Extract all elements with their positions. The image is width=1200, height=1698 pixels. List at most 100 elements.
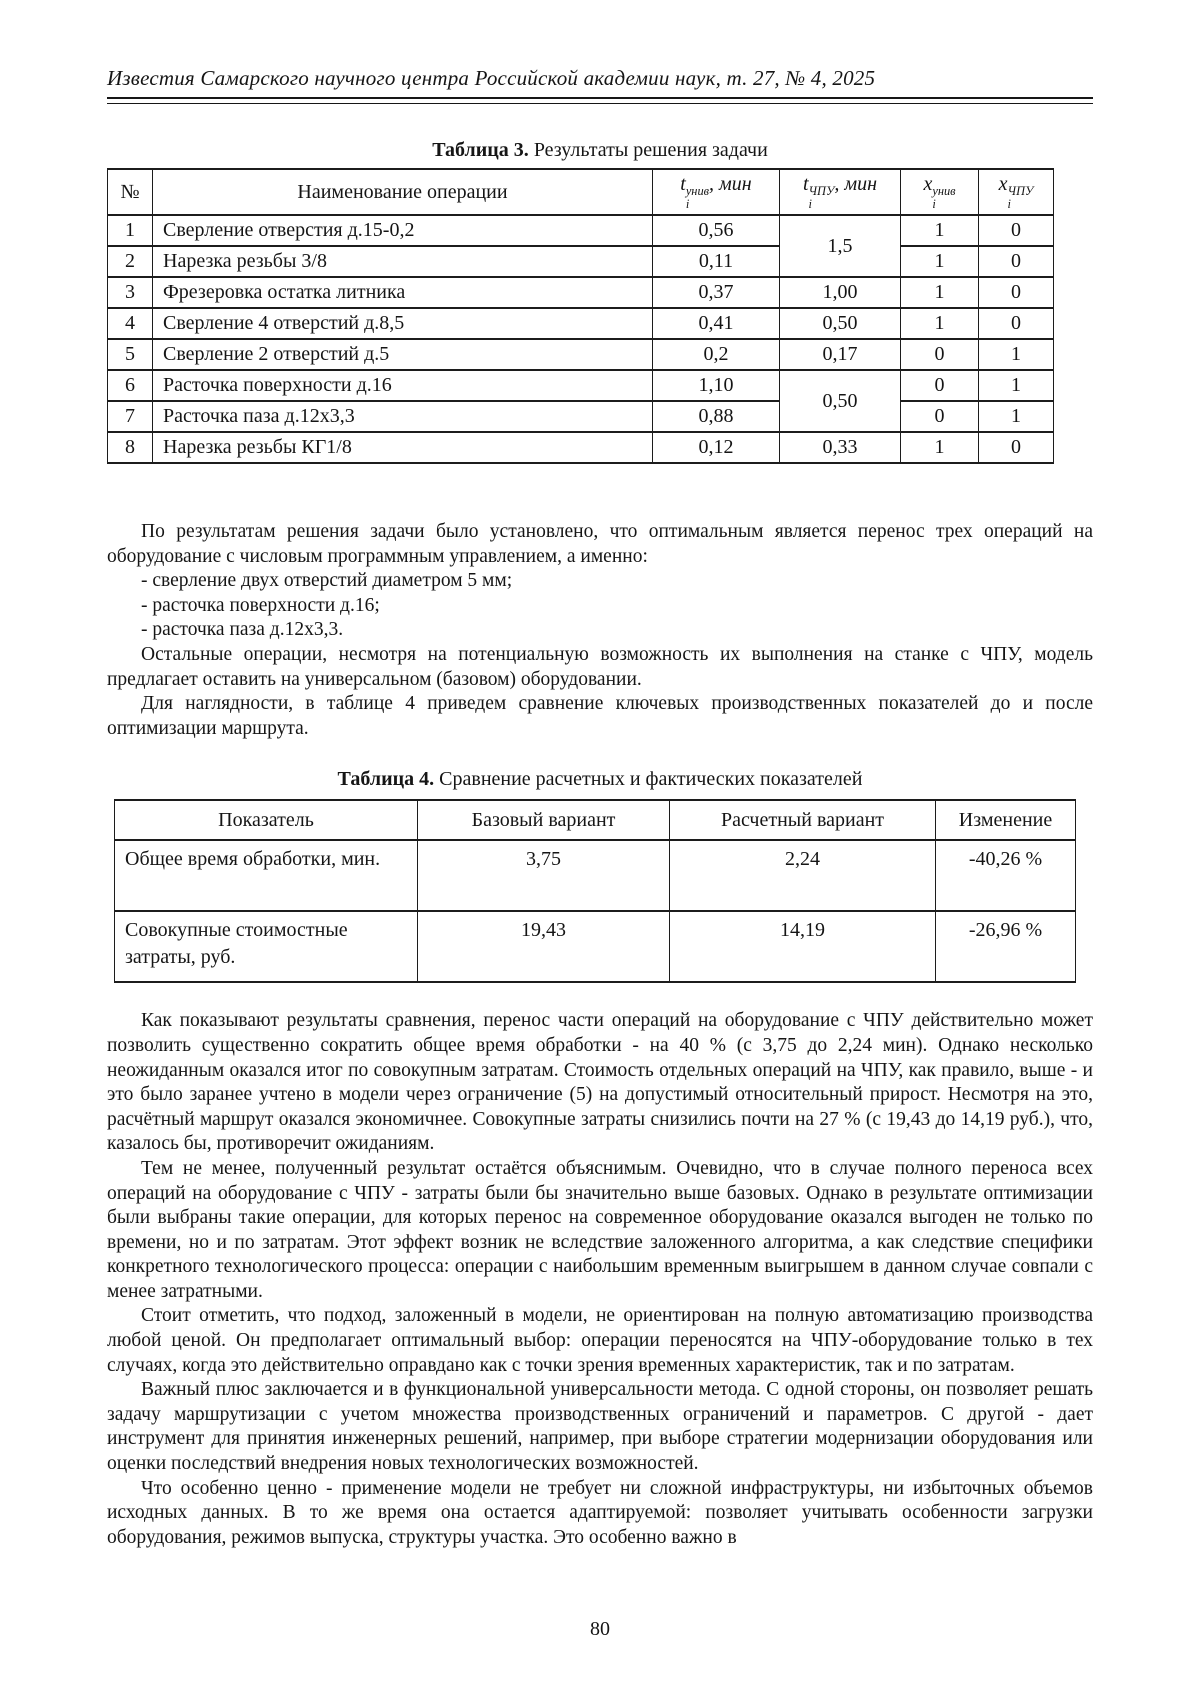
cell-x-cnc: 0: [978, 276, 1054, 309]
table4-row: Общее время обработки, мин. 3,75 2,24 -4…: [114, 839, 1076, 913]
paragraph: Для наглядности, в таблице 4 приведем ср…: [107, 693, 1093, 739]
page-number: 80: [590, 1618, 610, 1640]
cell-num: 7: [107, 400, 153, 433]
table3-col-t-univ: t унив i, мин: [652, 168, 780, 216]
cell-change: -40,26 %: [935, 839, 1076, 913]
cell-operation: Сверление 2 отверстий д.5: [152, 338, 653, 371]
table3-row: 4 Сверление 4 отверстий д.8,5 0,41 0,50 …: [107, 307, 1054, 340]
table3-row: 6 Расточка поверхности д.16 1,10 0,50 0 …: [107, 369, 1054, 433]
cell-change: -26,96 %: [935, 910, 1076, 984]
table4-caption-label: Таблица 4.: [337, 768, 435, 791]
table3-results: № Наименование операции t унив i, мин t ЧПУ…: [107, 168, 1054, 464]
cell-operation: Сверление отверстия д.15-0,2: [152, 214, 653, 247]
table3-row: 1 Сверление отверстия д.15-0,2 0,56 1,5 …: [107, 214, 1054, 278]
table4-comparison: Показатель Базовый вариант Расчетный вар…: [114, 799, 1076, 984]
cell-t-univ: 1,10: [652, 369, 780, 402]
cell-t-univ: 0,41: [652, 307, 780, 340]
table3-row: 7 Расточка паза д.12х3,3 0,88 0 1: [107, 400, 1054, 433]
cell-num: 5: [107, 338, 153, 371]
cell-indicator: Совокупные стоимостные затраты, руб.: [114, 910, 418, 984]
paragraph: По результатам решения задачи было устан…: [107, 521, 1093, 567]
cell-t-univ: 0,2: [652, 338, 780, 371]
table3-row: 8 Нарезка резьбы КГ1/8 0,12 0,33 1 0: [107, 431, 1054, 464]
cell-num: 2: [107, 245, 153, 278]
body-section-2: Как показывают результаты сравнения, пер…: [107, 1009, 1093, 1550]
cell-indicator: Общее время обработки, мин.: [114, 839, 418, 913]
cell-x-univ: 1: [900, 276, 979, 309]
table4-header-row: Показатель Базовый вариант Расчетный вар…: [114, 799, 1076, 842]
table3-row: 3 Фрезеровка остатка литника 0,37 1,00 1…: [107, 276, 1054, 309]
journal-header: Известия Самарского научного центра Росс…: [107, 66, 876, 90]
cell-calc: 2,24: [669, 839, 936, 913]
table4-caption: Таблица 4. Сравнение расчетных и фактиче…: [107, 767, 1093, 792]
cell-operation: Нарезка резьбы КГ1/8: [152, 431, 653, 464]
cell-base: 3,75: [417, 839, 670, 913]
table4-col-base: Базовый вариант: [417, 799, 670, 842]
cell-num: 4: [107, 307, 153, 340]
cell-calc: 14,19: [669, 910, 936, 984]
table4-col-calc: Расчетный вариант: [669, 799, 936, 842]
cell-t-univ: 0,11: [652, 245, 780, 278]
cell-num: 3: [107, 276, 153, 309]
cell-t-cnc: 0,17: [779, 338, 901, 371]
table3-col-x-cnc: x ЧПУ i: [978, 168, 1054, 216]
paragraph: Что особенно ценно - применение модели н…: [107, 1477, 1093, 1548]
cell-operation: Нарезка резьбы 3/8: [152, 245, 653, 278]
paragraph: Важный плюс заключается и в функциональн…: [107, 1379, 1093, 1475]
table3-header-row: № Наименование операции t унив i, мин t ЧПУ…: [107, 168, 1054, 216]
table3-col-x-univ: x унив i: [900, 168, 979, 216]
cell-x-cnc: 0: [978, 245, 1054, 278]
table4-col-indicator: Показатель: [114, 799, 418, 842]
cell-t-univ: 0,88: [652, 400, 780, 433]
cell-x-univ: 1: [900, 307, 979, 340]
cell-x-univ: 1: [900, 431, 979, 464]
paragraph: Остальные операции, несмотря на потенциа…: [107, 643, 1093, 690]
paragraph: Стоит отметить, что подход, заложенный в…: [107, 1305, 1093, 1376]
cell-operation: Сверление 4 отверстий д.8,5: [152, 307, 653, 340]
cell-t-cnc-merged: 0,50: [779, 369, 901, 433]
cell-t-cnc: 1,00: [779, 276, 901, 309]
table4-col-change: Изменение: [935, 799, 1076, 842]
cell-x-cnc: 1: [978, 338, 1054, 371]
cell-x-cnc: 1: [978, 369, 1054, 402]
table3-row: 5 Сверление 2 отверстий д.5 0,2 0,17 0 1: [107, 338, 1054, 371]
list-item: - расточка паза д.12х3,3.: [141, 619, 344, 641]
table3-col-num: №: [107, 168, 153, 216]
cell-num: 6: [107, 369, 153, 402]
header-double-rule: [107, 97, 1093, 104]
cell-x-cnc: 1: [978, 400, 1054, 433]
cell-t-cnc: 0,33: [779, 431, 901, 464]
table3-row: 2 Нарезка резьбы 3/8 0,11 1 0: [107, 245, 1054, 278]
cell-t-cnc-merged: 1,5: [779, 214, 901, 278]
cell-t-univ: 0,12: [652, 431, 780, 464]
paragraph: Тем не менее, полученный результат остаё…: [107, 1157, 1093, 1302]
cell-operation: Фрезеровка остатка литника: [152, 276, 653, 309]
cell-x-univ: 0: [900, 338, 979, 371]
list-item: - сверление двух отверстий диаметром 5 м…: [141, 570, 513, 592]
cell-x-cnc: 0: [978, 307, 1054, 340]
cell-operation: Расточка паза д.12х3,3: [152, 400, 653, 433]
body-section-1: По результатам решения задачи было устан…: [107, 520, 1093, 741]
table3-col-operation: Наименование операции: [152, 168, 653, 216]
table3-caption-text: Результаты решения задачи: [528, 139, 768, 161]
cell-base: 19,43: [417, 910, 670, 984]
cell-t-cnc: 0,50: [779, 307, 901, 340]
cell-num: 1: [107, 214, 153, 247]
table3-caption: Таблица 3. Результаты решения задачи: [107, 138, 1093, 163]
cell-x-univ: 0: [900, 400, 979, 433]
table4-caption-text: Сравнение расчетных и фактических показа…: [434, 768, 863, 791]
table4-row: Совокупные стоимостные затраты, руб. 19,…: [114, 910, 1076, 984]
cell-num: 8: [107, 431, 153, 464]
cell-t-univ: 0,37: [652, 276, 780, 309]
cell-x-univ: 0: [900, 369, 979, 402]
cell-x-univ: 1: [900, 245, 979, 278]
cell-x-univ: 1: [900, 214, 979, 247]
cell-x-cnc: 0: [978, 214, 1054, 247]
list-item: - расточка поверхности д.16;: [141, 594, 380, 616]
table3-caption-label: Таблица 3.: [432, 139, 529, 161]
cell-t-univ: 0,56: [652, 214, 780, 247]
cell-operation: Расточка поверхности д.16: [152, 369, 653, 402]
cell-x-cnc: 0: [978, 431, 1054, 464]
table3-col-t-cnc: t ЧПУ i, мин: [779, 168, 901, 216]
